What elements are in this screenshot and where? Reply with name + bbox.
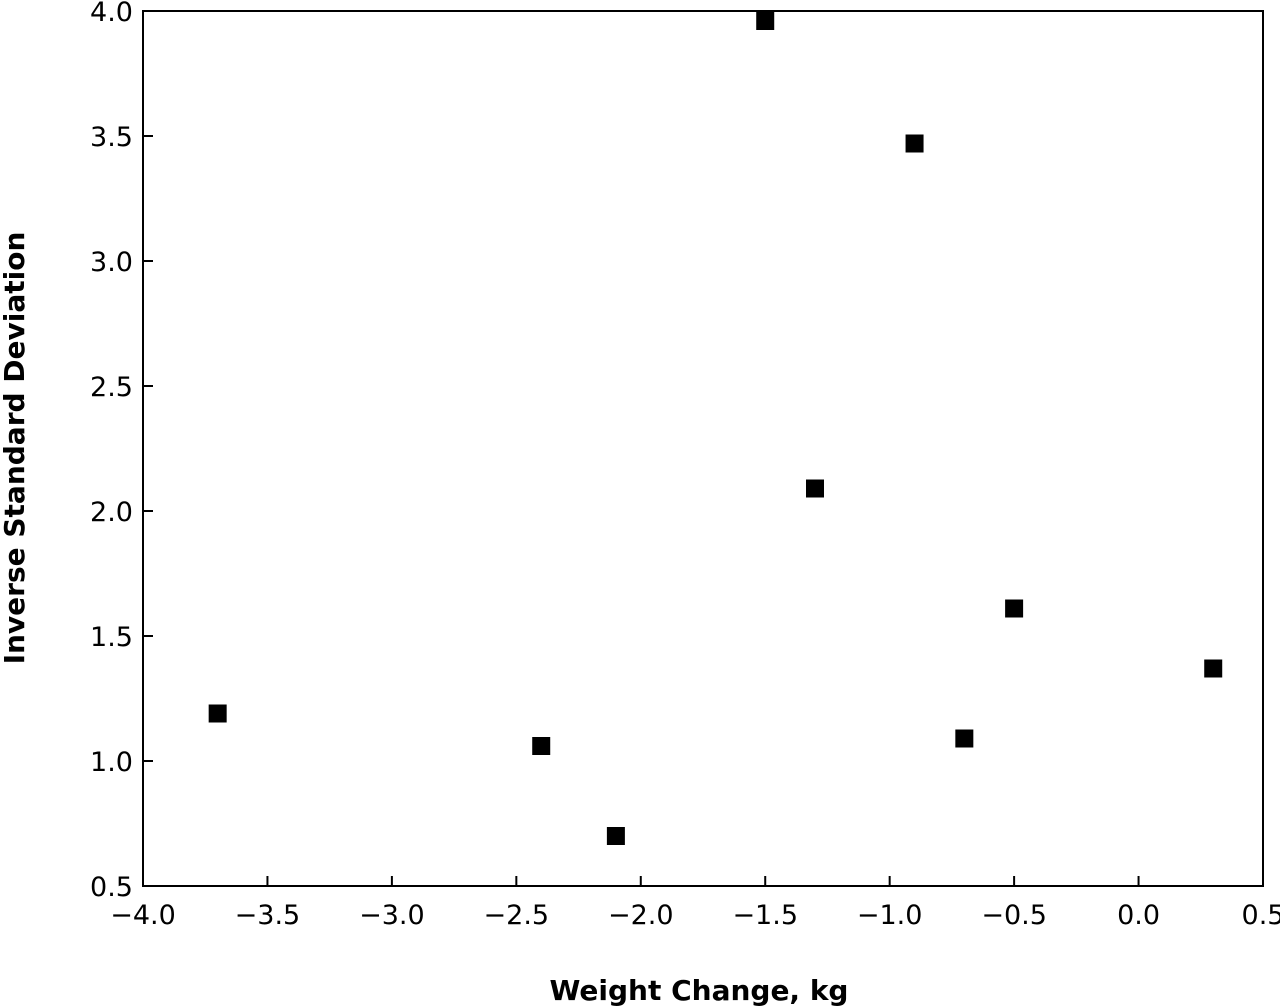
x-tick-label: −1.5 [732, 900, 798, 931]
data-point [806, 479, 824, 498]
data-point [606, 827, 625, 845]
x-tick-label: −2.5 [484, 900, 550, 931]
x-tick-label: 0.5 [1242, 900, 1280, 931]
data-points [208, 12, 1223, 845]
x-tick-label: −0.5 [981, 900, 1047, 931]
x-tick-label: −2.0 [608, 900, 674, 931]
y-tick-label: 3.5 [90, 122, 133, 153]
data-point [756, 12, 775, 30]
data-point [1204, 659, 1223, 678]
y-tick-label: 4.0 [90, 0, 133, 28]
y-tick-label: 3.0 [90, 247, 133, 278]
y-tick-label: 0.5 [90, 872, 133, 903]
axes [142, 10, 1264, 887]
data-point [955, 729, 974, 748]
y-axis-ticks: 0.5 1.0 1.5 2.0 2.5 3.0 3.5 4.0 [90, 0, 153, 903]
x-tick-label: −4.0 [110, 900, 176, 931]
y-tick-label: 1.0 [90, 747, 133, 778]
plot-area-frame [142, 10, 1264, 887]
x-tick-label: −3.0 [359, 900, 425, 931]
y-axis-label: Inverse Standard Deviation [0, 232, 31, 665]
data-point [208, 704, 227, 723]
x-axis-ticks: −4.0 −3.5 −3.0 −2.5 −2.0 −1.5 −1.0 −0.5 0.0 0.5 [110, 876, 1280, 931]
y-tick-label: 2.5 [90, 372, 133, 403]
y-tick-label: 1.5 [90, 622, 133, 653]
x-tick-label: −1.0 [857, 900, 923, 931]
x-tick-label: −3.5 [235, 900, 301, 931]
y-tick-label: 2.0 [90, 497, 133, 528]
x-tick-label: 0.0 [1117, 900, 1160, 931]
data-point [905, 134, 924, 153]
x-axis-label: Weight Change, kg [550, 974, 849, 1007]
data-point [1005, 599, 1024, 618]
data-point [532, 737, 551, 755]
